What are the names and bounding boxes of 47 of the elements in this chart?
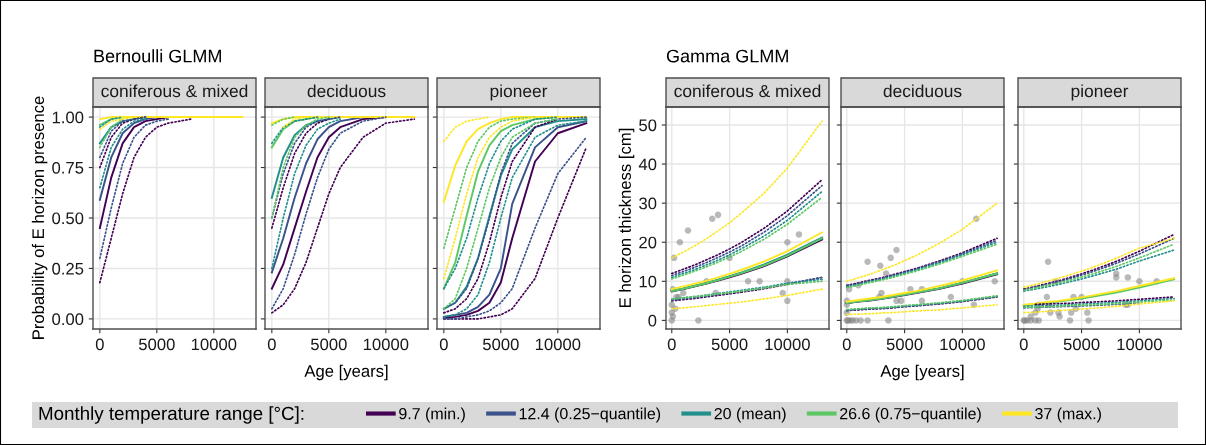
text: Bernoulli GLMM	[94, 49, 221, 63]
y-tick-label: 0.50	[52, 212, 84, 225]
chart-title: coniferous & mixed	[101, 84, 248, 98]
chart-title: deciduous	[307, 84, 386, 98]
chart-title: coniferous & mixed	[674, 84, 821, 98]
legend-label: 26.6 (0.75−quantile)	[840, 407, 981, 423]
legend-label: 37 (max.)	[1035, 407, 1101, 423]
y-axis-title: Probability of E horizon presence	[31, 96, 48, 339]
x-tick-label: 0	[1019, 338, 1028, 351]
x-tick-label: 0	[667, 338, 676, 351]
y-axis-title: E horizon thickness [cm]	[618, 128, 635, 307]
x-tick-label: 0	[267, 338, 276, 351]
y-tick-label: 50	[639, 119, 657, 132]
x-tick-label: 10000	[363, 338, 409, 351]
y-tick-label: 0.00	[52, 313, 84, 326]
y-tick-label: 10	[639, 275, 657, 288]
x-tick-label: 5000	[482, 338, 519, 351]
x-tick-label: 5000	[886, 338, 923, 351]
y-tick-label: 0.25	[52, 262, 84, 275]
y-tick-label: 0	[648, 314, 657, 327]
x-tick-label: 5000	[1063, 338, 1100, 351]
chart-title: pioneer	[490, 84, 548, 101]
x-tick-label: 10000	[940, 338, 985, 351]
x-tick-label: 5000	[711, 338, 748, 351]
y-tick-label: 1.00	[52, 111, 84, 124]
y-tick-label: 20	[639, 236, 657, 249]
chart-title: pioneer	[1071, 84, 1129, 101]
text: Gamma GLMM	[666, 49, 788, 63]
x-tick-label: 5000	[310, 338, 347, 351]
x-tick-label: 10000	[1117, 338, 1162, 351]
y-tick-label: 0.75	[52, 161, 84, 174]
legend-label: 9.7 (min.)	[399, 407, 465, 423]
x-tick-label: 10000	[191, 338, 237, 351]
x-tick-label: 10000	[535, 338, 581, 351]
legend-title: Monthly temperature range [°C]:	[39, 406, 304, 424]
y-tick-label: 30	[639, 197, 657, 210]
x-tick-label: 5000	[138, 338, 175, 351]
x-tick-label: 10000	[765, 338, 810, 351]
x-tick-label: 0	[842, 338, 851, 351]
legend-label: 20 (mean)	[714, 407, 786, 423]
x-tick-label: 0	[95, 338, 104, 351]
legend-label: 12.4 (0.25−quantile)	[519, 407, 661, 423]
x-axis-title: Age [years]	[880, 364, 964, 381]
chart-title: deciduous	[883, 84, 962, 98]
x-tick-label: 0	[439, 338, 448, 351]
x-axis-title: Age [years]	[304, 364, 388, 381]
y-tick-label: 40	[638, 158, 657, 171]
